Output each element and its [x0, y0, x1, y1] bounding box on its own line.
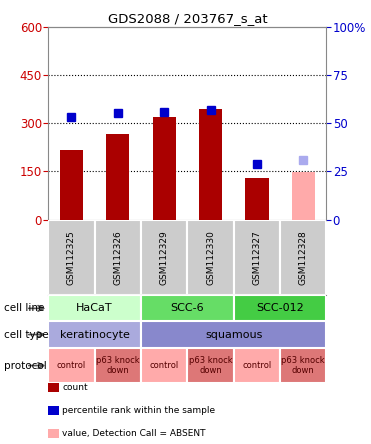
FancyBboxPatch shape	[141, 295, 234, 321]
FancyBboxPatch shape	[234, 348, 280, 384]
FancyBboxPatch shape	[280, 219, 326, 295]
FancyBboxPatch shape	[48, 219, 95, 295]
Text: cell line: cell line	[4, 303, 44, 313]
Bar	[60, 151, 83, 219]
FancyBboxPatch shape	[234, 295, 326, 321]
Text: GSM112330: GSM112330	[206, 230, 215, 285]
Text: control: control	[150, 361, 179, 370]
Text: GSM112325: GSM112325	[67, 230, 76, 285]
Bar	[292, 172, 315, 219]
Text: GSM112326: GSM112326	[113, 230, 122, 285]
Bar	[106, 135, 129, 219]
Text: p63 knock
down: p63 knock down	[189, 356, 232, 375]
Title: GDS2088 / 203767_s_at: GDS2088 / 203767_s_at	[108, 12, 267, 25]
Bar	[245, 178, 269, 219]
Bar	[199, 109, 222, 219]
Text: HaCaT: HaCaT	[76, 303, 113, 313]
Text: keratinocyte: keratinocyte	[60, 329, 129, 340]
Text: control: control	[242, 361, 272, 370]
Bar	[152, 117, 176, 219]
Text: count: count	[62, 383, 88, 392]
FancyBboxPatch shape	[141, 321, 326, 348]
Text: percentile rank within the sample: percentile rank within the sample	[62, 406, 216, 415]
FancyBboxPatch shape	[95, 348, 141, 384]
Text: GSM112328: GSM112328	[299, 230, 308, 285]
Text: protocol: protocol	[4, 361, 46, 371]
FancyBboxPatch shape	[141, 348, 187, 384]
FancyBboxPatch shape	[95, 219, 141, 295]
Text: squamous: squamous	[205, 329, 262, 340]
FancyBboxPatch shape	[141, 219, 187, 295]
Text: p63 knock
down: p63 knock down	[282, 356, 325, 375]
Text: SCC-012: SCC-012	[256, 303, 304, 313]
FancyBboxPatch shape	[187, 348, 234, 384]
FancyBboxPatch shape	[48, 348, 95, 384]
Text: cell type: cell type	[4, 329, 48, 340]
Text: p63 knock
down: p63 knock down	[96, 356, 139, 375]
FancyBboxPatch shape	[48, 321, 141, 348]
Text: GSM112327: GSM112327	[252, 230, 262, 285]
FancyBboxPatch shape	[48, 295, 141, 321]
FancyBboxPatch shape	[234, 219, 280, 295]
FancyBboxPatch shape	[187, 219, 234, 295]
Text: value, Detection Call = ABSENT: value, Detection Call = ABSENT	[62, 429, 206, 438]
Text: SCC-6: SCC-6	[171, 303, 204, 313]
Text: GSM112329: GSM112329	[160, 230, 169, 285]
Text: control: control	[57, 361, 86, 370]
FancyBboxPatch shape	[280, 348, 326, 384]
